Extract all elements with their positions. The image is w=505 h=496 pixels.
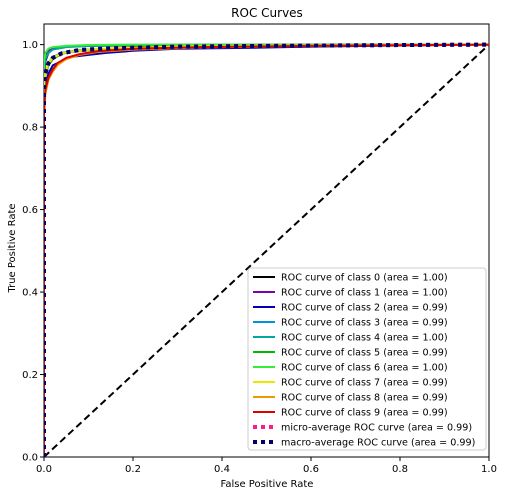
legend-label-9: ROC curve of class 9 (area = 0.99) bbox=[281, 408, 448, 419]
legend-label-2: ROC curve of class 2 (area = 0.99) bbox=[281, 303, 448, 314]
legend-label-10: micro-average ROC curve (area = 0.99) bbox=[281, 423, 472, 434]
legend-label-8: ROC curve of class 8 (area = 0.99) bbox=[281, 393, 448, 404]
y-tick-label: 0.8 bbox=[22, 123, 38, 134]
y-tick-label: 0.0 bbox=[22, 453, 38, 464]
chance-diagonal-line bbox=[44, 43, 490, 457]
curves-group bbox=[44, 42, 490, 457]
y-tick-label: 1.0 bbox=[22, 40, 38, 51]
x-tick-label: 0.6 bbox=[303, 464, 319, 475]
y-tick-label: 0.4 bbox=[22, 288, 38, 299]
y-tick-label: 0.2 bbox=[22, 370, 38, 381]
legend-label-5: ROC curve of class 5 (area = 0.99) bbox=[281, 348, 448, 359]
x-tick-label: 0.4 bbox=[214, 464, 230, 475]
x-tick-label: 1.0 bbox=[481, 464, 497, 475]
x-tick-label: 0.2 bbox=[125, 464, 141, 475]
x-axis-label: False Positive Rate bbox=[221, 479, 314, 490]
y-tick-label: 0.6 bbox=[22, 205, 38, 216]
legend-box bbox=[247, 267, 487, 451]
x-tick-label: 0.0 bbox=[36, 464, 52, 475]
roc-curve-series-9 bbox=[44, 43, 490, 457]
legend-label-11: macro-average ROC curve (area = 0.99) bbox=[281, 438, 475, 449]
legend-label-6: ROC curve of class 6 (area = 1.00) bbox=[281, 363, 448, 374]
legend-label-3: ROC curve of class 3 (area = 0.99) bbox=[281, 318, 448, 329]
y-axis-label: True Positive Rate bbox=[7, 203, 18, 293]
legend-label-4: ROC curve of class 4 (area = 1.00) bbox=[281, 333, 448, 344]
plot-area: 0.0 0.2 0.4 0.6 0.8 1.0 0.0 0.2 0.4 0.6 0.8 1.0 bbox=[22, 23, 497, 475]
chart-title: ROC Curves bbox=[231, 6, 303, 20]
legend: ROC curve of class 0 (area = 1.00) ROC cu… bbox=[247, 267, 487, 451]
x-tick-label: 0.8 bbox=[392, 464, 408, 475]
legend-label-0: ROC curve of class 0 (area = 1.00) bbox=[281, 273, 448, 284]
legend-label-1: ROC curve of class 1 (area = 1.00) bbox=[281, 288, 448, 299]
legend-label-7: ROC curve of class 7 (area = 0.99) bbox=[281, 378, 448, 389]
